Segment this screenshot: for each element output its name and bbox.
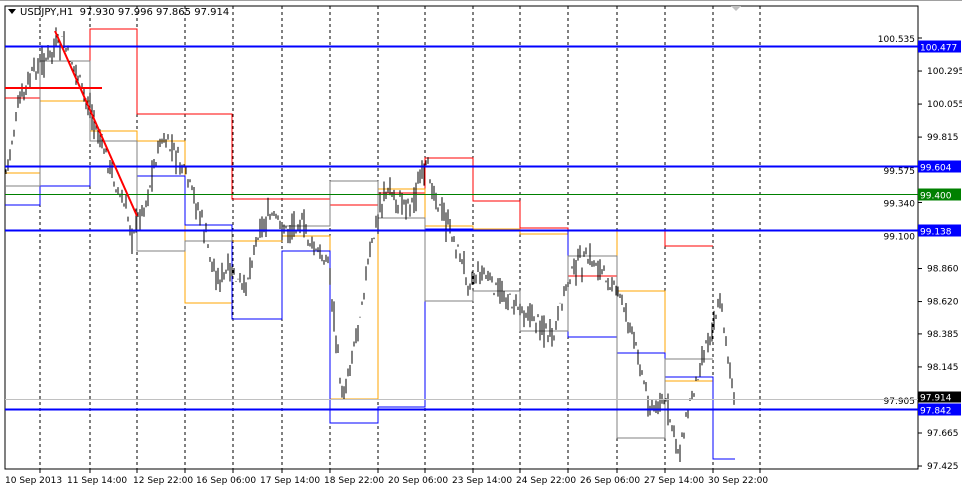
low-value: 97.865 [156, 7, 192, 18]
current-price-label: 97.914 [920, 394, 952, 404]
x-tick-label: 16 Sep 06:00 [196, 476, 256, 486]
y-tick-label: 98.145 [927, 363, 959, 373]
x-tick-label: 23 Sep 14:00 [452, 476, 512, 486]
chart-shift-icon [731, 6, 741, 11]
y-tick-label-bg [878, 33, 916, 44]
x-tick-label: 24 Sep 22:00 [516, 476, 576, 486]
y-tick-label-bg [878, 197, 916, 209]
x-tick-label: 30 Sep 22:00 [708, 476, 768, 486]
y-tick-label: 99.100 [884, 232, 916, 242]
y-tick-label: 97.905 [884, 397, 916, 407]
y-tick-label: 98.860 [927, 265, 959, 275]
price-level-label-bg [918, 160, 961, 173]
price-level-label-bg [918, 188, 961, 201]
price-level-label: 100.477 [920, 44, 957, 54]
pivot-step-line [5, 60, 713, 439]
y-tick-label: 98.385 [927, 330, 959, 340]
y-tick-label: 99.815 [927, 133, 959, 143]
trendline [54, 30, 138, 217]
y-tick-label: 97.425 [927, 462, 959, 472]
price-bars [5, 27, 735, 462]
x-tick-label: 20 Sep 06:00 [388, 476, 448, 486]
y-tick-label-bg [878, 165, 916, 177]
y-tick-label: 100.055 [927, 100, 962, 110]
y-tick-label: 98.620 [927, 298, 959, 308]
y-tick-label-bg [878, 394, 916, 406]
price-level-label-bg [918, 224, 961, 237]
y-tick-label: 100.295 [927, 67, 962, 77]
dropdown-triangle-icon[interactable] [8, 9, 16, 14]
high-value: 97.996 [117, 7, 153, 18]
price-level-label-bg [918, 40, 961, 53]
x-tick-label: 12 Sep 22:00 [133, 476, 193, 486]
x-tick-label: 11 Sep 14:00 [67, 476, 127, 486]
price-level-label: 99.138 [920, 228, 952, 238]
open-value: 97.930 [79, 7, 115, 18]
x-tick-label: 26 Sep 06:00 [580, 476, 640, 486]
y-tick-label: 99.340 [884, 199, 916, 209]
plot-area [4, 5, 919, 470]
current-price-label-bg [918, 391, 961, 403]
price-level-label: 97.842 [920, 407, 952, 417]
y-tick-label: 97.665 [927, 429, 959, 439]
price-level-label: 99.604 [920, 164, 952, 174]
price-level-label: 99.400 [920, 192, 952, 202]
x-tick-label: 17 Sep 14:00 [260, 476, 320, 486]
price-level-label-bg [918, 403, 961, 416]
y-tick-label: 100.535 [878, 35, 915, 45]
symbol-label: USDJPY,H1 [20, 7, 74, 18]
y-tick-label: 99.575 [884, 167, 916, 177]
y-tick-label-bg [878, 230, 916, 242]
x-tick-label: 18 Sep 22:00 [324, 476, 384, 486]
x-tick-label: 27 Sep 14:00 [644, 476, 704, 486]
x-tick-label: 10 Sep 2013 [5, 476, 62, 486]
close-value: 97.914 [194, 7, 230, 18]
chart-header: USDJPY,H1 97.930 97.996 97.865 97.914 [8, 7, 229, 18]
